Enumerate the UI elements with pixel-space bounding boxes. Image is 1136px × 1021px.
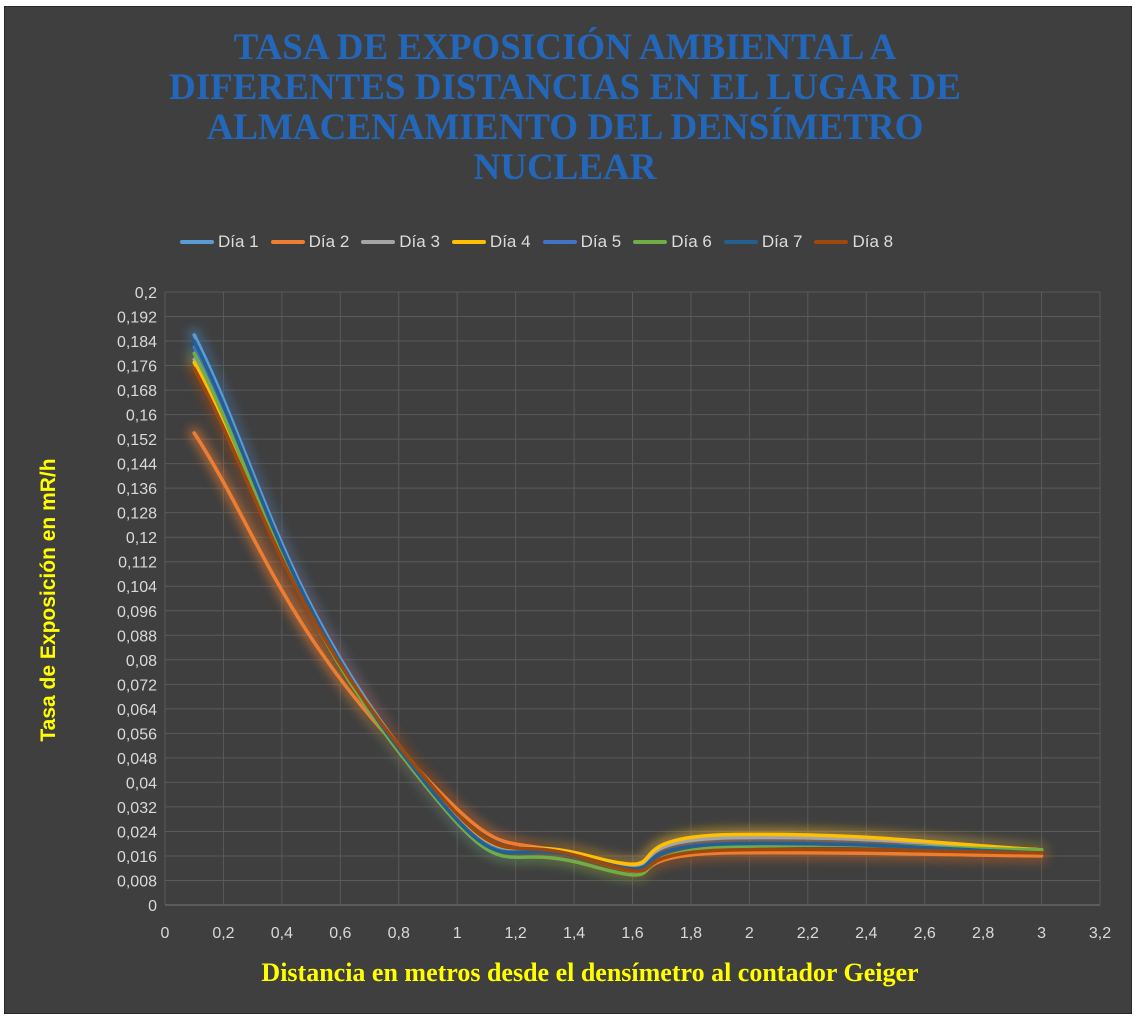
- y-tick-label: 0,024: [117, 824, 157, 841]
- series-glow: [188, 328, 1048, 881]
- legend-item: Día 2: [270, 232, 350, 252]
- series-line-8: [192, 366, 1044, 873]
- series-line-3: [192, 357, 1044, 867]
- legend-item: Día 1: [180, 232, 259, 252]
- legend-label: Día 4: [489, 232, 531, 251]
- legend-label: Día 2: [308, 232, 350, 251]
- x-axis-title: Distancia en metros desde el densímetro …: [261, 958, 919, 987]
- series-line-7: [192, 339, 1044, 871]
- x-tick-label: 2,8: [972, 925, 994, 942]
- y-tick-label: 0,032: [117, 800, 157, 817]
- y-tick-label: 0,144: [117, 457, 157, 474]
- x-tick-label: 0,6: [329, 925, 351, 942]
- legend-swatch: [270, 240, 305, 244]
- gridlines: [164, 291, 1101, 906]
- legend-swatch: [633, 240, 668, 244]
- x-tick-label: 2,6: [914, 925, 936, 942]
- y-tick-label: 0,088: [117, 628, 157, 645]
- chart-title: TASA DE EXPOSICIÓN AMBIENTAL A DIFERENTE…: [169, 27, 961, 188]
- y-tick-label: 0,008: [117, 873, 157, 890]
- x-tick-label: 1,4: [563, 925, 585, 942]
- legend-item: Día 3: [361, 232, 440, 252]
- y-tick-label: 0,176: [117, 359, 157, 376]
- legend-item: Día 6: [633, 232, 712, 252]
- legend-label: Día 6: [671, 232, 712, 251]
- x-tick-label: 2: [745, 925, 754, 942]
- x-tick-label: 1: [453, 925, 462, 942]
- y-tick-label: 0,072: [117, 677, 157, 694]
- y-tick-label: 0,056: [117, 726, 157, 743]
- y-tick-label: 0,016: [117, 849, 157, 866]
- series-lines: [192, 333, 1044, 877]
- y-tick-label: 0,16: [126, 408, 157, 425]
- legend: Día 1 Día 2 Día 3 Día 4 Día 5 Día 6 Día 7 Día 8: [180, 230, 1080, 254]
- legend-label: Día 8: [852, 232, 894, 251]
- series-line-2: [192, 431, 1044, 874]
- legend-swatch: [451, 240, 486, 244]
- x-tick-label: 0,4: [271, 925, 293, 942]
- y-tick-label: 0,12: [126, 530, 157, 547]
- legend-label: Día 1: [218, 232, 259, 251]
- legend-label: Día 5: [580, 232, 622, 251]
- series-glow-5: [188, 341, 1048, 875]
- y-tick-label: 0,048: [117, 751, 157, 768]
- y-tick-label: 0,128: [117, 506, 157, 523]
- series-line-5: [192, 345, 1044, 871]
- y-tick-label: 0,08: [126, 653, 157, 670]
- y-tick-label: 0,168: [117, 383, 157, 400]
- legend-swatch: [180, 240, 214, 244]
- legend-label: Día 3: [399, 232, 440, 251]
- y-tick-label: 0,064: [117, 702, 157, 719]
- y-tick-label: 0: [148, 898, 157, 915]
- y-tick-label: 0,152: [117, 432, 157, 449]
- legend-swatch: [361, 240, 396, 244]
- y-tick-label: 0,096: [117, 604, 157, 621]
- legend-item: Día 8: [814, 232, 893, 252]
- y-tick-label: 0,112: [118, 555, 157, 572]
- x-tick-label: 0: [161, 925, 170, 942]
- x-tick-label: 1,8: [680, 925, 702, 942]
- legend-swatch: [814, 240, 849, 244]
- legend-item: Día 4: [451, 232, 531, 252]
- y-tick-label: 0,136: [117, 481, 157, 498]
- y-axis-title-text: Tasa de Exposición en mR/h: [37, 458, 60, 742]
- legend-swatch: [723, 240, 758, 244]
- x-tick-label: 3,2: [1089, 925, 1111, 942]
- series-glow-7: [188, 335, 1048, 875]
- x-tick-label: 0,2: [212, 925, 234, 942]
- y-tick-label: 0,192: [117, 310, 157, 327]
- series-glow-3: [188, 353, 1048, 871]
- axis-tick-labels: 0 0,008 0,016 0,024 0,032 0,04 0,048 0,056 0,064…: [117, 285, 1111, 942]
- legend-item: Día 7: [723, 232, 803, 252]
- x-tick-label: 0,8: [388, 925, 410, 942]
- legend-swatch: [542, 240, 577, 244]
- y-tick-label: 0,184: [117, 334, 157, 351]
- y-tick-label: 0,2: [135, 285, 157, 302]
- legend-label: Día 7: [761, 232, 803, 251]
- x-tick-label: 2,2: [797, 925, 819, 942]
- x-tick-label: 3: [1037, 925, 1046, 942]
- y-tick-label: 0,04: [126, 775, 157, 792]
- x-tick-label: 1,2: [505, 925, 527, 942]
- legend-item: Día 5: [542, 232, 622, 252]
- y-tick-label: 0,104: [117, 579, 157, 596]
- x-tick-label: 2,4: [855, 925, 877, 942]
- x-tick-label: 1,6: [621, 925, 643, 942]
